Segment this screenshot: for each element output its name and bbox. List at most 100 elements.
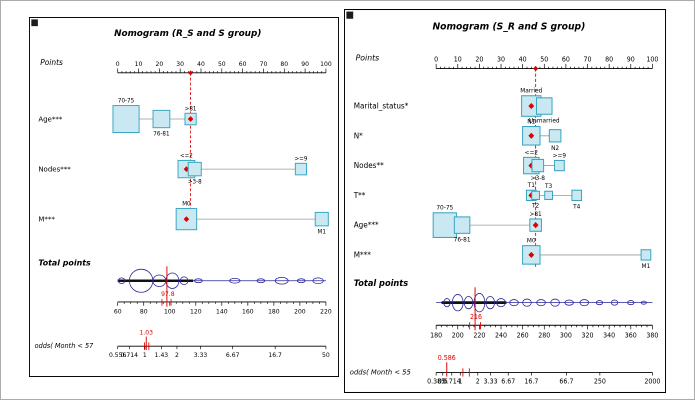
category-label: 76-81 xyxy=(454,236,471,243)
total-tick-label: 340 xyxy=(603,331,615,339)
odds-tick-label: 1.43 xyxy=(155,352,169,359)
variable-row: Marital_status* Married Unmarried xyxy=(354,88,560,125)
category-label: >3-8 xyxy=(531,175,546,182)
points-tick-label: 60 xyxy=(239,61,247,68)
points-tick-label: 80 xyxy=(605,55,613,63)
category-box xyxy=(187,161,202,177)
category-label: >81 xyxy=(529,211,541,218)
odds-axis-label: odds( Month < 55 xyxy=(350,368,412,376)
total-tick-label: 100 xyxy=(164,308,176,315)
points-tick-label: 40 xyxy=(197,61,205,68)
variable-row: Age*** 70-75 76-81 >81 xyxy=(354,205,542,244)
points-tick-label: 20 xyxy=(475,55,483,63)
selected-category-marker xyxy=(187,116,194,122)
panel-border xyxy=(29,17,339,377)
variable-label: N* xyxy=(354,131,363,140)
category-label: 70-75 xyxy=(436,205,453,212)
category-box xyxy=(554,159,565,172)
category-label: Married xyxy=(520,88,542,95)
total-tick-label: 180 xyxy=(268,308,280,315)
category-box xyxy=(571,189,583,202)
points-axis-label: Points xyxy=(40,58,63,67)
category-box xyxy=(152,109,171,129)
total-tick-label: 140 xyxy=(216,308,228,315)
violin-bump xyxy=(579,299,590,307)
points-tick-label: 50 xyxy=(540,55,548,63)
points-tick-label: 0 xyxy=(434,55,438,63)
violin-bump xyxy=(485,296,495,310)
category-box xyxy=(531,158,545,173)
odds-tick-label: 2 xyxy=(476,378,480,386)
variable-row: M*** M0 M1 xyxy=(38,202,329,236)
odds-tick-label: 0.5 xyxy=(438,378,448,386)
total-points-label: Total points xyxy=(354,278,408,288)
odds-tick-label: 1 xyxy=(143,352,147,359)
points-tick-label: 50 xyxy=(218,61,226,68)
category-label: >3-8 xyxy=(188,179,202,185)
violin-bump xyxy=(117,277,126,285)
category-box xyxy=(432,212,457,238)
violin-bump xyxy=(443,298,451,308)
category-box xyxy=(548,129,562,143)
violin-bump xyxy=(463,296,474,310)
category-label: <=2 xyxy=(180,153,193,159)
odds-tick-label: 2000 xyxy=(644,378,660,386)
variable-row: T** T1 T3 T2 T4 xyxy=(353,182,583,211)
selected-points-marker xyxy=(533,65,539,72)
points-tick-label: 0 xyxy=(116,61,120,68)
violin-bump xyxy=(627,300,635,306)
category-box xyxy=(536,97,553,115)
points-tick-label: 20 xyxy=(155,61,163,68)
violin-bump xyxy=(296,278,306,284)
points-axis-label: Points xyxy=(356,53,380,62)
odds-tick-label: 0.385 xyxy=(427,378,445,386)
chart-title: Nomogram (R_S and S group) xyxy=(114,29,261,39)
variable-row: N* N1 N2 xyxy=(354,118,562,152)
panel-border xyxy=(344,9,666,393)
category-label: M1 xyxy=(318,230,327,236)
violin-bump xyxy=(536,299,546,307)
odds-tick-label: 6.67 xyxy=(226,352,240,359)
total-tick-label: 220 xyxy=(320,308,332,315)
odds-tick-label: 50 xyxy=(322,352,330,359)
violin-bump xyxy=(564,299,574,306)
variable-label: Age*** xyxy=(354,220,379,229)
points-tick-label: 100 xyxy=(320,61,332,68)
variable-label: Nodes*** xyxy=(38,164,71,173)
points-tick-label: 10 xyxy=(454,55,462,63)
category-label: M0 xyxy=(182,202,191,208)
total-tick-label: 80 xyxy=(140,308,148,315)
chart-title: Nomogram (S_R and S group) xyxy=(432,21,585,32)
category-label: <=2 xyxy=(525,149,539,156)
category-label: T3 xyxy=(544,183,552,190)
violin-bump xyxy=(451,294,464,312)
total-tick-label: 380 xyxy=(646,331,658,339)
odds-axis-label: odds( Month < 57 xyxy=(35,342,94,350)
violin-bump xyxy=(194,278,203,284)
category-label: T1 xyxy=(527,182,535,189)
selected-category-marker xyxy=(528,132,535,139)
nomogram-panel-right: Nomogram (S_R and S group) Points 0 10 20 30 4… xyxy=(344,9,666,393)
violin-bump xyxy=(522,298,532,307)
violin-bump xyxy=(165,272,180,289)
total-tick-label: 300 xyxy=(560,331,572,339)
odds-value-label: 1.03 xyxy=(139,330,153,337)
category-box xyxy=(314,211,329,227)
category-label: N2 xyxy=(551,145,559,152)
variable-label: T** xyxy=(353,191,366,200)
points-tick-label: 80 xyxy=(280,61,288,68)
points-tick-label: 70 xyxy=(584,55,592,63)
points-tick-label: 100 xyxy=(646,55,658,63)
variable-row: Nodes*** <=2 >3-8 >=9 xyxy=(38,153,307,185)
variable-label: Nodes** xyxy=(354,161,384,170)
variable-label: M*** xyxy=(38,214,55,223)
category-label: M0 xyxy=(527,237,536,244)
odds-tick-label: 2 xyxy=(175,352,179,359)
total-tick-label: 280 xyxy=(538,331,550,339)
corner-mark xyxy=(31,19,38,27)
total-tick-label: 200 xyxy=(294,308,306,315)
total-points-section: Total points 180 200 220 240 260 280 300 320 340 3… xyxy=(354,278,659,340)
category-box xyxy=(531,190,540,200)
